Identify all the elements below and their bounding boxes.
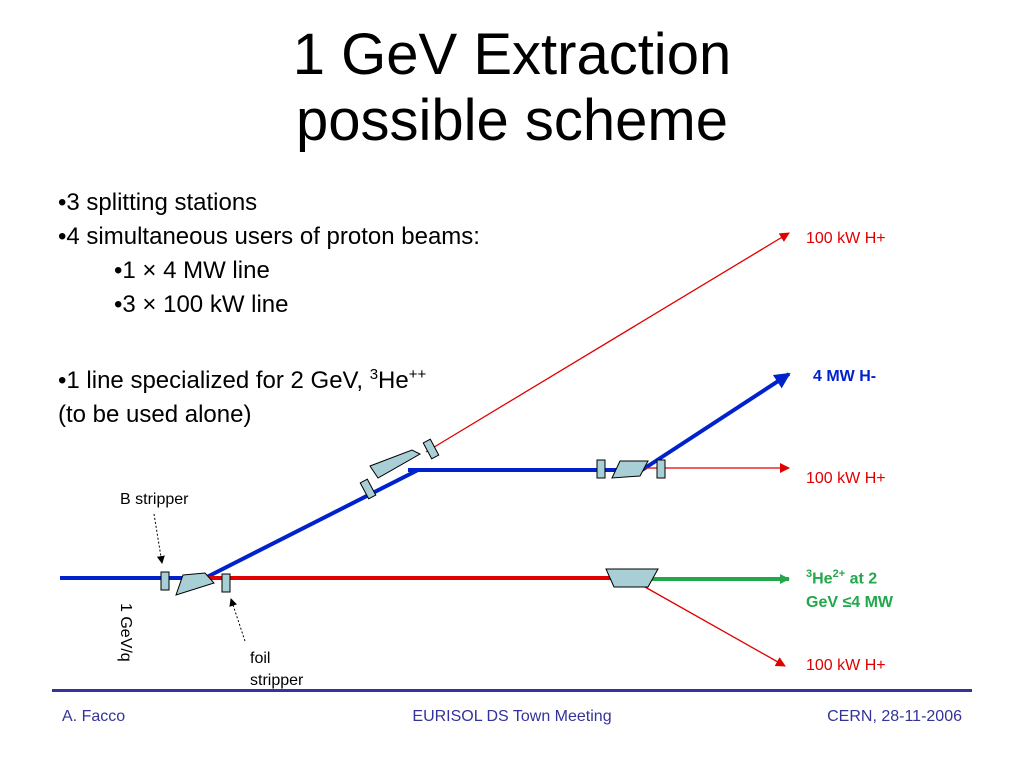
blue-4mw-beam — [640, 372, 791, 472]
bullet-simultaneous-users: •4 simultaneous users of proton beams: — [58, 223, 480, 250]
sub-bullet-4mw: •1 × 4 MW line — [114, 257, 270, 284]
gev-per-q-label: 1 GeV/q — [117, 603, 134, 662]
he-symbol: He — [812, 570, 833, 588]
he-mass-number: 3 — [806, 568, 813, 580]
station3-right-element — [656, 459, 666, 479]
footer-date: CERN, 28-11-2006 — [827, 708, 962, 725]
bullet-used-alone: (to be used alone) — [58, 401, 252, 428]
red-top-beam — [425, 232, 790, 453]
foil-label-line2: stripper — [250, 672, 304, 689]
splitting-magnet-3 — [611, 460, 649, 479]
station3-left-element — [596, 459, 606, 479]
footer-author: A. Facco — [62, 708, 126, 725]
bullet-list: •3 splitting stations •4 simultaneous us… — [58, 186, 480, 432]
label-4mw: 4 MW H- — [813, 368, 877, 385]
helium-charge: ++ — [408, 366, 427, 383]
red-bottom-beam — [644, 586, 786, 667]
blue-diagonal-beam — [204, 468, 419, 580]
he-energy-part2: GeV ≤4 MW — [806, 594, 894, 612]
foil-stripper-label: foil stripper — [250, 648, 303, 692]
helium-symbol: He — [378, 367, 409, 394]
he-charge: 2+ — [832, 568, 846, 580]
bullet-specialized-text: •1 line specialized for 2 GeV, — [58, 367, 370, 394]
b-stripper-label: B stripper — [120, 491, 189, 508]
foil-stripper-element — [221, 573, 231, 593]
sub-bullet-100kw: •3 × 100 kW line — [114, 291, 289, 318]
title-line-2: possible scheme — [296, 88, 728, 153]
foil-stripper-pointer — [229, 598, 246, 642]
title-line-1: 1 GeV Extraction — [292, 22, 732, 87]
splitting-magnet-1 — [175, 572, 215, 596]
he-energy-part1: at 2 — [845, 570, 878, 588]
b-stripper-element — [160, 571, 170, 591]
bullet-specialized-line: •1 line specialized for 2 GeV, 3He++ — [58, 358, 480, 398]
diag-element — [359, 478, 377, 500]
label-bottom-100kw: 100 kW H+ — [806, 657, 886, 674]
footer-divider — [52, 689, 972, 692]
bullet-splitting-stations: •3 splitting stations — [58, 189, 258, 216]
label-mid-100kw: 100 kW H+ — [806, 470, 886, 487]
b-stripper-pointer — [153, 513, 165, 564]
label-helium-beam: 3He2+ at 2 GeV ≤4 MW — [806, 562, 893, 615]
helium-mass-number: 3 — [369, 366, 379, 383]
label-top-100kw: 100 kW H+ — [806, 230, 886, 247]
helium-separator-magnet — [605, 568, 659, 588]
slide-title: 1 GeV Extraction possible scheme — [0, 22, 1024, 154]
splitting-magnet-2 — [369, 449, 422, 479]
upper-element — [422, 438, 440, 460]
footer-event: EURISOL DS Town Meeting — [412, 708, 612, 725]
foil-label-line1: foil — [250, 650, 271, 667]
